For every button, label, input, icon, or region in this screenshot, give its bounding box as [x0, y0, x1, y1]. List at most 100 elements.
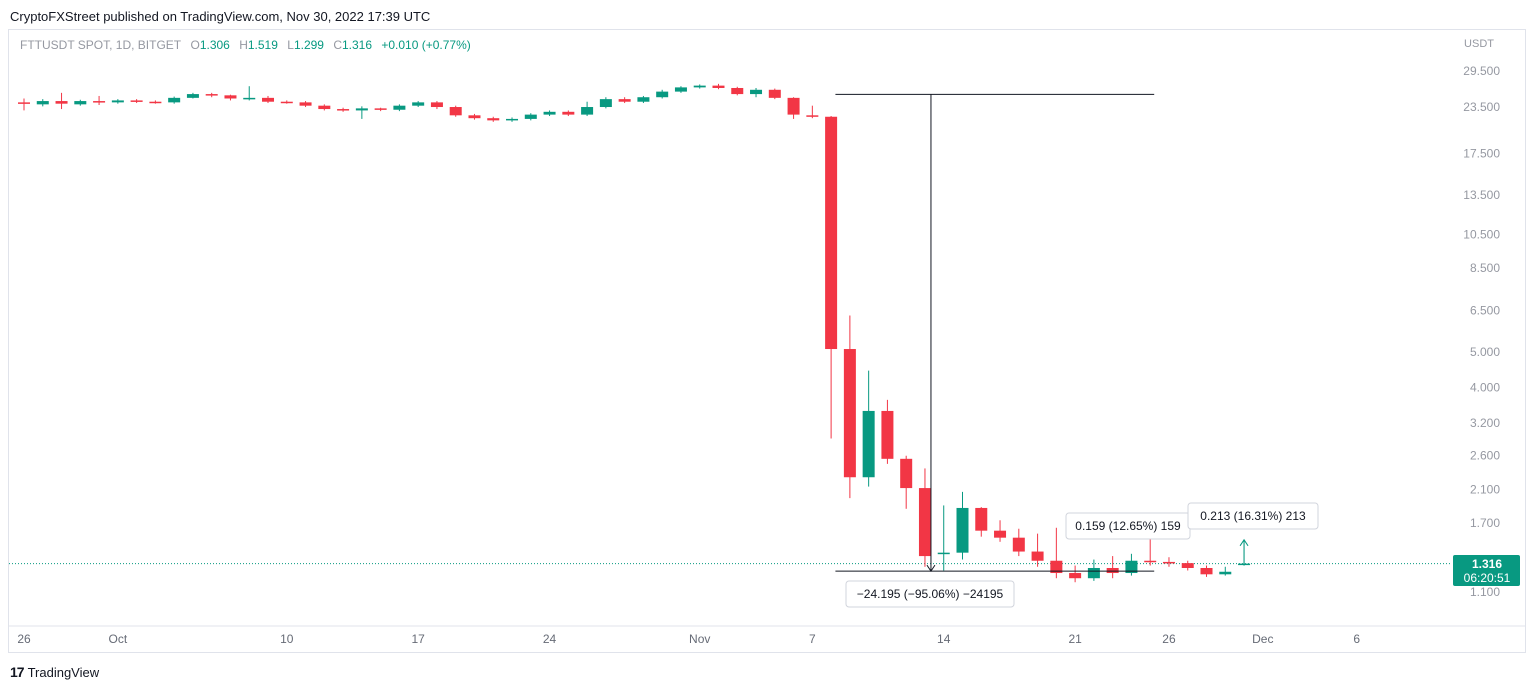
candle-body[interactable]: [656, 91, 669, 98]
candle-body[interactable]: [975, 507, 988, 531]
brand-name: TradingView: [27, 664, 100, 680]
candle-body[interactable]: [618, 99, 631, 102]
candle-body[interactable]: [674, 87, 687, 92]
candle-body[interactable]: [374, 108, 387, 110]
candle-body[interactable]: [712, 85, 725, 88]
candle-body[interactable]: [1012, 537, 1025, 552]
candle-body[interactable]: [430, 102, 443, 108]
candle-body[interactable]: [918, 488, 931, 557]
candle-body[interactable]: [581, 107, 594, 115]
candle-body[interactable]: [1087, 567, 1100, 579]
candle-body[interactable]: [768, 89, 781, 98]
candle-body[interactable]: [1106, 567, 1119, 574]
y-tick-label: 8.500: [1470, 261, 1500, 275]
candle-body[interactable]: [262, 97, 275, 102]
x-tick-label: 21: [1068, 632, 1082, 646]
symbol-label[interactable]: FTTUSDT SPOT, 1D, BITGET: [20, 38, 182, 52]
candle-body[interactable]: [1200, 567, 1213, 575]
candle-body[interactable]: [1069, 573, 1082, 579]
candle-body[interactable]: [900, 458, 913, 489]
candle-body[interactable]: [468, 115, 481, 119]
candle-body[interactable]: [1050, 560, 1063, 574]
candle-body[interactable]: [937, 552, 950, 555]
candle-body[interactable]: [393, 105, 406, 110]
y-tick-label: 23.500: [1463, 100, 1500, 114]
candle-body[interactable]: [243, 97, 256, 100]
candle-body[interactable]: [205, 94, 218, 96]
candle-body[interactable]: [18, 102, 30, 104]
candle-body[interactable]: [843, 349, 856, 478]
currency-label[interactable]: USDT: [1464, 38, 1494, 50]
tradingview-brand[interactable]: 17 TradingView: [10, 664, 99, 680]
candle-body[interactable]: [693, 85, 706, 88]
candle-body[interactable]: [637, 97, 650, 102]
candle-body[interactable]: [787, 97, 800, 115]
last-price-badge: [1453, 555, 1520, 586]
candle-body[interactable]: [168, 97, 181, 103]
candle-body[interactable]: [806, 115, 819, 117]
open-value: 1.306: [199, 38, 230, 52]
x-tick-label: 14: [937, 632, 951, 646]
y-tick-label: 10.500: [1463, 228, 1500, 242]
candle-body[interactable]: [956, 507, 969, 553]
candle-body[interactable]: [111, 100, 124, 103]
candle-body[interactable]: [881, 410, 894, 459]
x-tick-label: Dec: [1252, 632, 1273, 646]
candle-body[interactable]: [93, 101, 106, 103]
candle-body[interactable]: [337, 109, 350, 111]
candle-body[interactable]: [299, 102, 312, 106]
candle-body[interactable]: [130, 100, 143, 102]
change-value: +0.010 (+0.77%): [381, 38, 471, 52]
candle-body[interactable]: [224, 95, 237, 99]
candle-body[interactable]: [449, 107, 462, 116]
y-tick-label: 13.500: [1463, 188, 1500, 202]
candle-body[interactable]: [280, 101, 293, 104]
candle-body[interactable]: [149, 101, 162, 104]
candle-body[interactable]: [543, 111, 556, 115]
candle-body[interactable]: [825, 116, 838, 350]
candle-body[interactable]: [186, 94, 199, 98]
publisher-line: CryptoFXStreet published on TradingView.…: [10, 9, 431, 24]
x-tick-label: 6: [1353, 632, 1360, 646]
y-tick-label: 3.200: [1470, 416, 1500, 430]
measure-label-box: [845, 580, 1015, 608]
candle-body[interactable]: [318, 105, 331, 110]
candle-body[interactable]: [1238, 563, 1251, 566]
candle-body[interactable]: [506, 118, 519, 121]
candle-body[interactable]: [36, 101, 49, 105]
candle-body[interactable]: [731, 87, 744, 95]
chart-frame[interactable]: [8, 29, 1526, 653]
candle-body[interactable]: [1219, 571, 1232, 575]
measure-arrow-down-icon: [926, 564, 936, 573]
candle-body[interactable]: [562, 111, 575, 115]
candle-body[interactable]: [524, 114, 537, 119]
candle-body[interactable]: [487, 118, 500, 121]
candle-body[interactable]: [74, 101, 87, 105]
candle-body[interactable]: [1125, 560, 1138, 574]
candle-body[interactable]: [412, 102, 425, 106]
candle-body[interactable]: [355, 108, 368, 111]
candle-body[interactable]: [599, 99, 612, 108]
candle-body[interactable]: [862, 410, 875, 478]
candle-body[interactable]: [1181, 563, 1194, 568]
x-tick-label: Oct: [109, 632, 128, 646]
measure2-label-box: [1187, 502, 1319, 530]
candle-body[interactable]: [994, 530, 1007, 538]
x-tick-label: 26: [1162, 632, 1176, 646]
candle-body[interactable]: [55, 101, 68, 104]
open-label: O: [190, 38, 200, 52]
y-tick-label: 6.500: [1470, 304, 1500, 318]
low-value: 1.299: [293, 38, 324, 52]
candle-body[interactable]: [1031, 551, 1044, 561]
candle-body[interactable]: [1144, 560, 1157, 563]
y-tick-label: 4.000: [1470, 381, 1500, 395]
y-tick-label: 1.700: [1470, 516, 1500, 530]
candle-body[interactable]: [1162, 561, 1175, 564]
x-tick-label: Nov: [689, 632, 710, 646]
x-tick-label: 7: [809, 632, 816, 646]
y-tick-label: 1.100: [1470, 585, 1500, 599]
y-tick-label: 2.100: [1470, 483, 1500, 497]
x-tick-label: 24: [543, 632, 557, 646]
candle-body[interactable]: [750, 89, 763, 95]
